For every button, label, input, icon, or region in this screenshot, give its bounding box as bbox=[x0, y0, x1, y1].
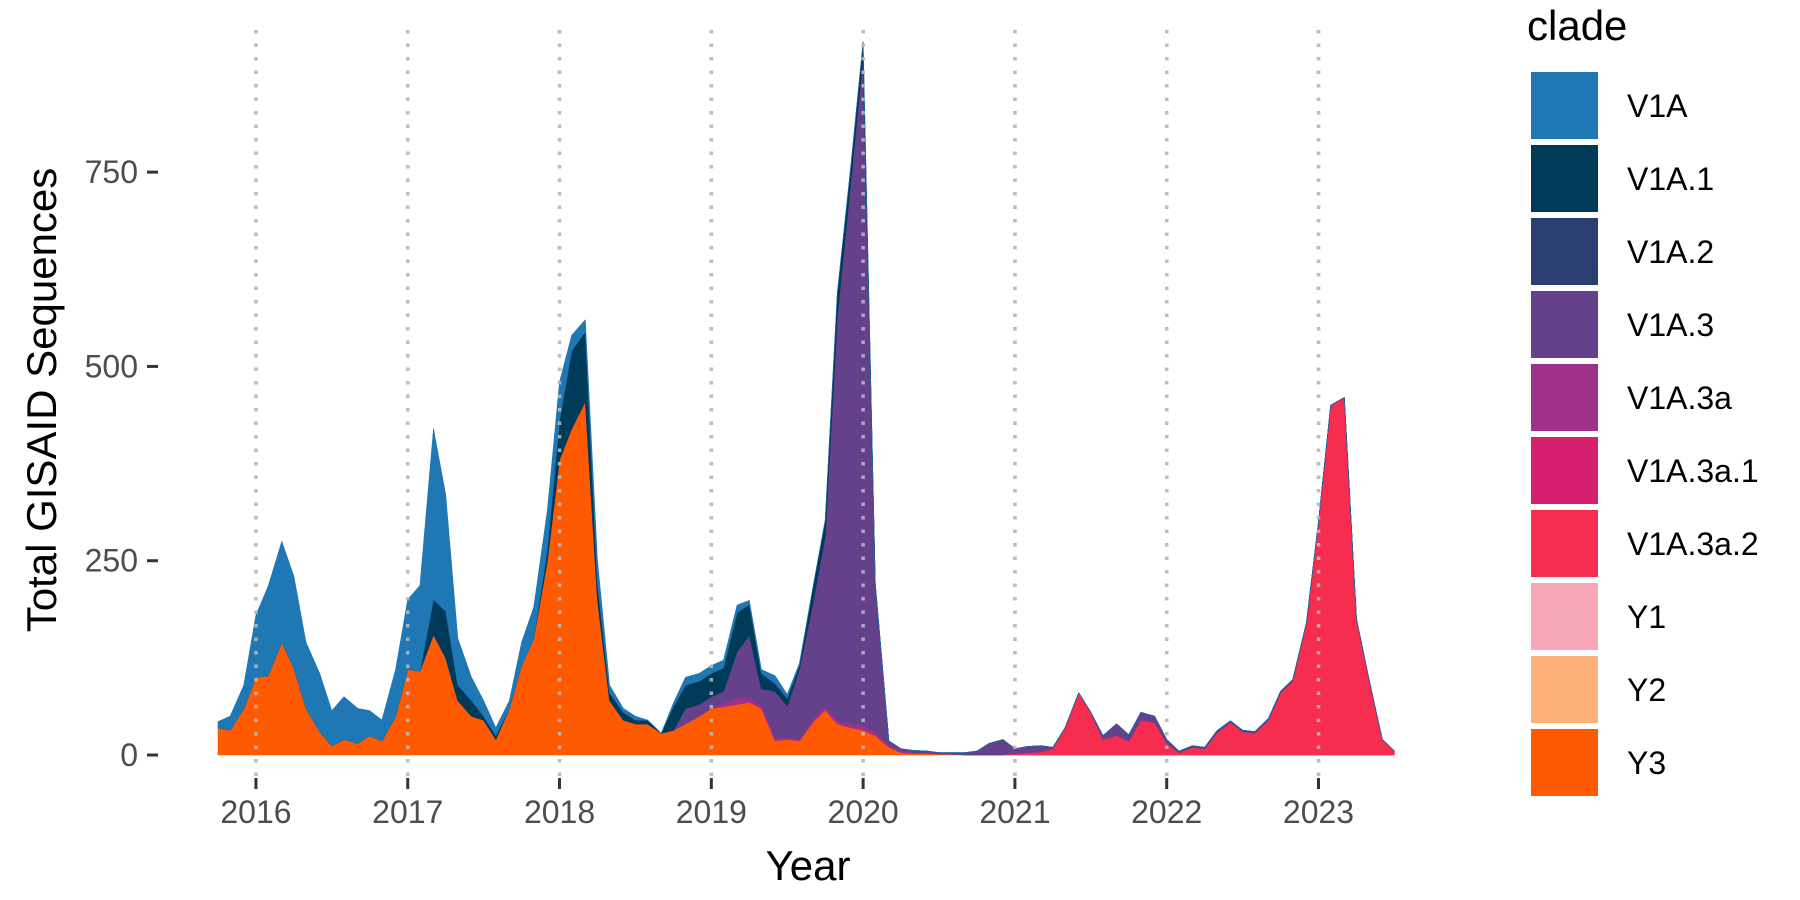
legend-label-v1a-3a: V1A.3a bbox=[1627, 380, 1732, 416]
legend-swatch-v1a-3a bbox=[1531, 364, 1598, 431]
legend-label-v1a-3a-1: V1A.3a.1 bbox=[1627, 453, 1759, 489]
area-series-v1a-3 bbox=[217, 56, 1395, 756]
x-tick-label-2020: 2020 bbox=[828, 794, 899, 830]
legend-swatch-y2 bbox=[1531, 656, 1598, 723]
legend-label-v1a-3: V1A.3 bbox=[1627, 307, 1714, 343]
legend-swatch-v1a-3 bbox=[1531, 291, 1598, 358]
y-tick-label-750: 750 bbox=[85, 154, 138, 190]
y-tick-label-0: 0 bbox=[120, 737, 138, 773]
y-tick-label-250: 250 bbox=[85, 543, 138, 579]
area-series-v1a bbox=[217, 41, 1395, 753]
legend-swatch-v1a-1 bbox=[1531, 145, 1598, 212]
legend-label-v1a-3a-2: V1A.3a.2 bbox=[1627, 526, 1759, 562]
legend-label-v1a-2: V1A.2 bbox=[1627, 234, 1714, 270]
x-tick-label-2016: 2016 bbox=[220, 794, 291, 830]
legend-swatch-v1a-3a-1 bbox=[1531, 437, 1598, 504]
legend-label-v1a: V1A bbox=[1627, 88, 1688, 124]
legend: clade V1A V1A.1 V1A.2 V1A.3 V1A.3a V1A.3a.1 V1… bbox=[1527, 2, 1759, 796]
axis-layer: 0 250 500 750 2016 2017 2018 2019 2020 2021 2022 20… bbox=[85, 154, 1354, 830]
legend-label-y2: Y2 bbox=[1627, 672, 1666, 708]
x-tick-label-2022: 2022 bbox=[1131, 794, 1202, 830]
y-axis-title: Total GISAID Sequences bbox=[18, 168, 65, 633]
area-layer bbox=[217, 30, 1395, 778]
legend-label-y3: Y3 bbox=[1627, 745, 1666, 781]
x-tick-label-2023: 2023 bbox=[1283, 794, 1354, 830]
legend-label-v1a-1: V1A.1 bbox=[1627, 161, 1714, 197]
x-tick-label-2017: 2017 bbox=[372, 794, 443, 830]
y-tick-label-500: 500 bbox=[85, 348, 138, 384]
legend-swatch-v1a-3a-2 bbox=[1531, 510, 1598, 577]
legend-swatch-v1a-2 bbox=[1531, 218, 1598, 285]
legend-swatch-y3 bbox=[1531, 729, 1598, 796]
legend-title: clade bbox=[1527, 2, 1627, 49]
legend-swatch-v1a bbox=[1531, 72, 1598, 139]
x-tick-label-2019: 2019 bbox=[676, 794, 747, 830]
x-tick-label-2021: 2021 bbox=[979, 794, 1050, 830]
legend-swatch-y1 bbox=[1531, 583, 1598, 650]
x-tick-label-2018: 2018 bbox=[524, 794, 595, 830]
x-axis-title: Year bbox=[766, 842, 851, 889]
legend-label-y1: Y1 bbox=[1627, 599, 1666, 635]
